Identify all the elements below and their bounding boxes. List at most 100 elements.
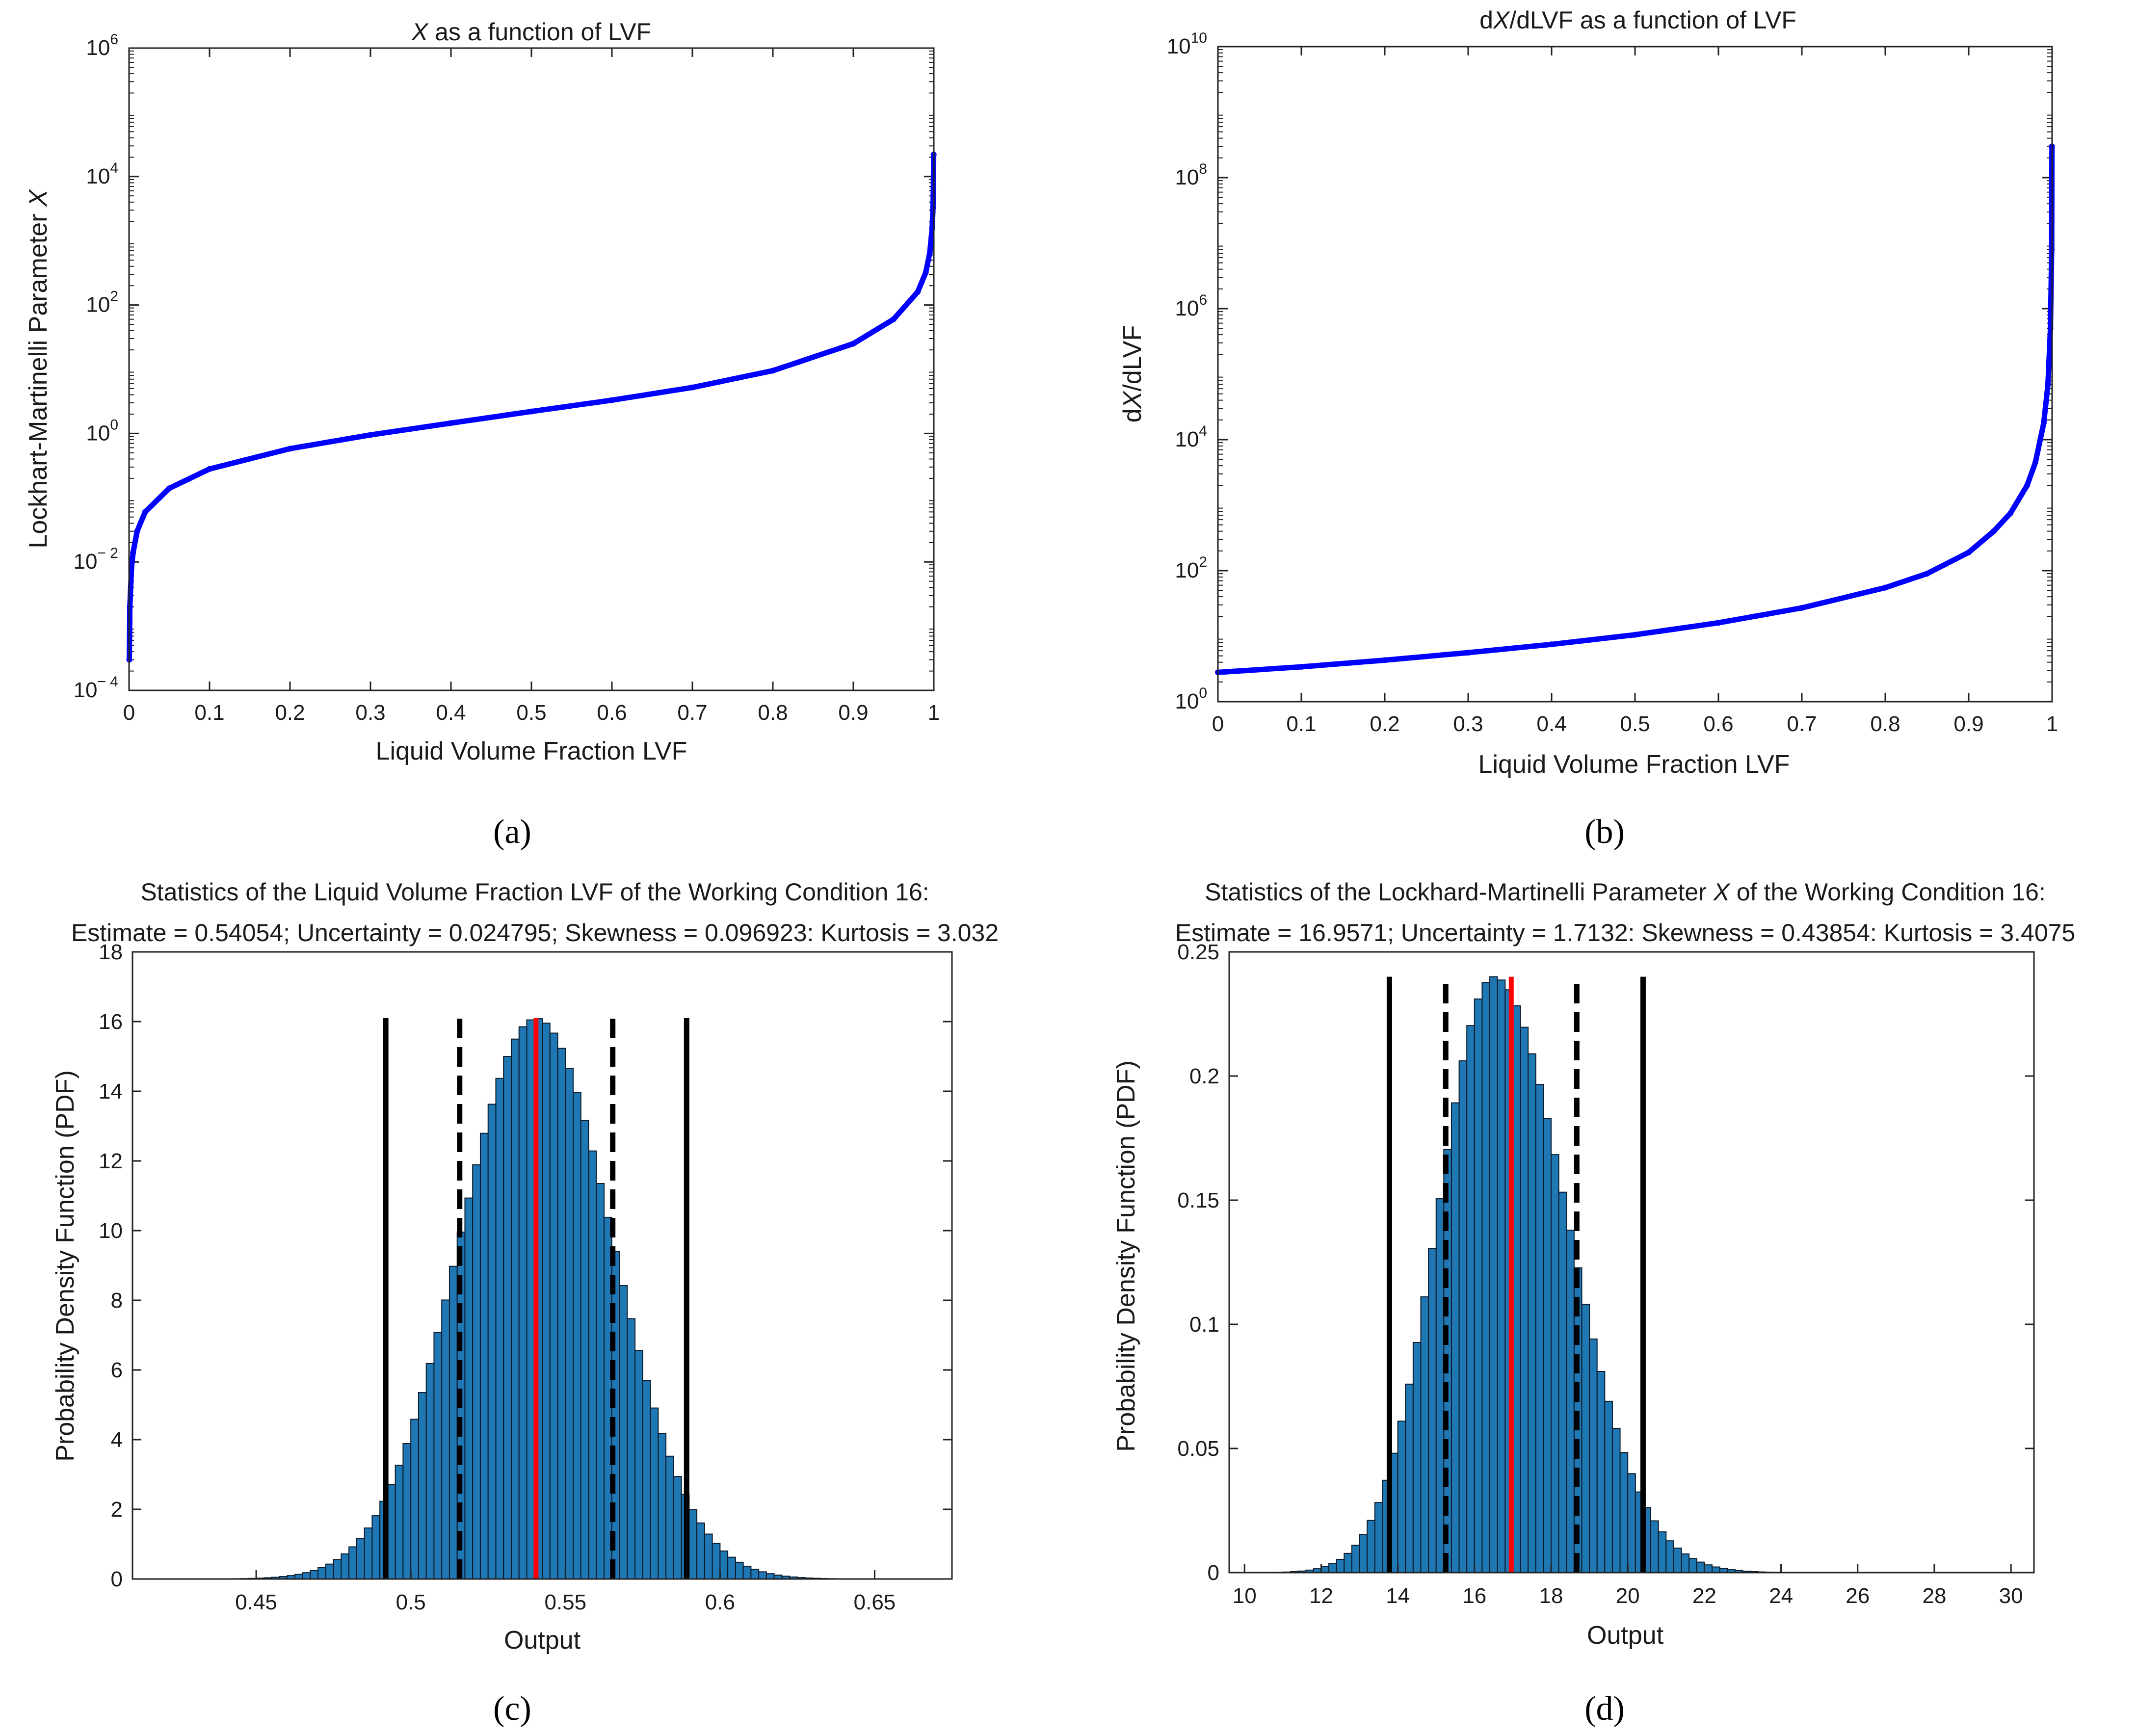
chart-c-histogram-bar	[627, 1318, 636, 1579]
chart-c-histogram-bar	[364, 1527, 373, 1580]
chart-c-histogram-bar	[611, 1251, 620, 1579]
chart-b-x-axis-label: Liquid Volume Fraction LVF	[1478, 750, 1790, 779]
chart-d-histogram-bar	[1704, 1564, 1713, 1574]
chart-d-histogram-bar	[1367, 1520, 1375, 1573]
chart-b-x-tick-label: 0.6	[1703, 712, 1733, 736]
chart-c-histogram-bar	[658, 1433, 667, 1580]
chart-c-y-tick-label: 2	[111, 1498, 123, 1522]
chart-d-histogram-bar	[1604, 1400, 1613, 1574]
chart-a-data-point	[166, 485, 172, 492]
chart-c-histogram-bar	[557, 1048, 566, 1579]
chart-a-data-point	[142, 509, 148, 515]
chart-b-x-tick-label: 0	[1212, 712, 1224, 736]
chart-d-subtitle: Estimate = 16.9571; Uncertainty = 1.7132…	[1175, 919, 2076, 947]
chart-d-histogram-bar	[1512, 1005, 1521, 1573]
chart-c-histogram-bar	[665, 1455, 674, 1579]
chart-a-y-tick-label: 104	[86, 160, 118, 188]
chart-c-histogram-bar	[479, 1132, 489, 1579]
chart-c-histogram-bar	[441, 1299, 450, 1579]
chart-d-x-tick-label: 30	[1999, 1584, 2023, 1608]
chart-d-histogram-bar	[1688, 1558, 1697, 1574]
chart-c-histogram-bar	[487, 1104, 497, 1580]
chart-d-histogram-bar	[1428, 1248, 1437, 1573]
chart-a-x-axis-label: Liquid Volume Fraction LVF	[376, 737, 687, 765]
chart-c-histogram-bar	[317, 1567, 326, 1580]
chart-d-x-tick-label: 24	[1769, 1584, 1793, 1608]
chart-c-histogram-bar	[588, 1150, 597, 1580]
chart-a-data-point	[127, 604, 133, 610]
chart-a-data-point	[850, 341, 856, 347]
chart-a-data-point	[609, 397, 615, 403]
chart-a-data-point	[128, 565, 134, 571]
chart-a-data-point	[448, 420, 454, 426]
chart-c-histogram-bar	[356, 1538, 365, 1580]
chart-d-histogram-bar	[1336, 1558, 1345, 1573]
chart-d-x-tick-label: 28	[1922, 1584, 1946, 1608]
chart-c-histogram-bar	[325, 1563, 334, 1579]
chart-b-data-point	[2032, 459, 2038, 466]
panel-label-c: (c)	[493, 1690, 531, 1728]
chart-b-data-point	[1715, 620, 1721, 626]
chart-c-y-axis-label: Probability Density Function (PDF)	[51, 1070, 79, 1462]
chart-b-x-tick-label: 1	[2046, 712, 2058, 736]
chart-c-y-tick-label: 4	[111, 1428, 123, 1452]
chart-a-x-tick-label: 0.1	[194, 701, 224, 725]
chart-b-x-tick-label: 0.9	[1953, 712, 1983, 736]
chart-c-y-tick-label: 14	[99, 1079, 123, 1104]
chart-d-histogram-bar	[1566, 1230, 1575, 1573]
chart-c-x-tick-label: 0.45	[235, 1590, 277, 1614]
chart-d: Statistics of the Lockhard-Martinelli Pa…	[1112, 878, 2075, 1728]
chart-a-data-point	[287, 446, 293, 452]
chart-d-histogram-bar	[1458, 1060, 1468, 1573]
chart-c-histogram-bar	[510, 1038, 520, 1580]
chart-a-x-tick-label: 0	[123, 701, 135, 725]
chart-d-histogram-bar	[1658, 1531, 1667, 1573]
chart-c-histogram-bar	[619, 1285, 628, 1579]
chart-a-data-point	[368, 432, 373, 438]
chart-c-histogram-bar	[696, 1522, 705, 1579]
chart-d-histogram-bar	[1351, 1545, 1360, 1573]
chart-c-histogram-bar	[727, 1556, 736, 1580]
chart-d-x-tick-label: 22	[1692, 1584, 1716, 1608]
chart-d-histogram-bar	[1359, 1534, 1368, 1573]
chart-d-histogram-bar	[1665, 1540, 1674, 1574]
chart-c-histogram-bar	[310, 1570, 319, 1579]
chart-b-x-tick-label: 0.4	[1536, 712, 1566, 736]
chart-c-histogram-bar	[580, 1120, 589, 1579]
chart-c-histogram-bar	[704, 1533, 713, 1580]
chart-c-x-tick-label: 0.6	[705, 1590, 735, 1614]
chart-d-y-tick-label: 0.1	[1189, 1313, 1219, 1337]
chart-b-curve	[1217, 146, 2055, 675]
chart-c-histogram-bar	[464, 1197, 474, 1579]
panel-label-b: (b)	[1584, 813, 1625, 851]
chart-a-data-point	[207, 466, 212, 472]
chart-a-y-tick-label: 100	[86, 417, 118, 445]
chart-b-data-point	[1549, 641, 1555, 648]
chart-d-histogram-bar	[1619, 1452, 1629, 1573]
chart-a-y-tick-label: 10− 2	[74, 545, 119, 574]
chart-c-histogram-bar	[348, 1546, 357, 1580]
chart-a-x-tick-label: 0.9	[838, 701, 868, 725]
chart-b-plot-area	[1217, 46, 2053, 703]
chart-c-histogram-bar	[688, 1509, 698, 1579]
chart-d-histogram-bar	[1558, 1191, 1567, 1573]
panel-label-d: (d)	[1584, 1690, 1625, 1728]
chart-c: Statistics of the Liquid Volume Fraction…	[51, 878, 999, 1728]
chart-c-histogram-bar	[526, 1019, 535, 1579]
chart-c-y-tick-label: 18	[99, 940, 123, 964]
chart-d-x-tick-label: 16	[1462, 1584, 1486, 1608]
chart-b-data-point	[1465, 650, 1471, 656]
chart-c-histogram-bar	[650, 1407, 659, 1579]
chart-d-histogram-bar	[1589, 1338, 1598, 1573]
chart-c-plot-area	[132, 951, 953, 1580]
chart-b: dX/dLVF as a function of LVF 0 0.1 0.2 0.3 0…	[1118, 6, 2058, 851]
chart-a-data-point	[770, 368, 776, 374]
chart-d-histogram-bar	[1650, 1520, 1659, 1574]
chart-d-histogram-bar	[1474, 998, 1483, 1573]
chart-d-histogram-bar	[1535, 1084, 1544, 1573]
chart-c-histogram-bar	[341, 1553, 350, 1580]
chart-a-x-tick-label: 0.2	[275, 701, 305, 725]
chart-d-title: Statistics of the Lockhard-Martinelli Pa…	[1205, 878, 2046, 906]
chart-d-x-tick-label: 12	[1309, 1584, 1333, 1608]
